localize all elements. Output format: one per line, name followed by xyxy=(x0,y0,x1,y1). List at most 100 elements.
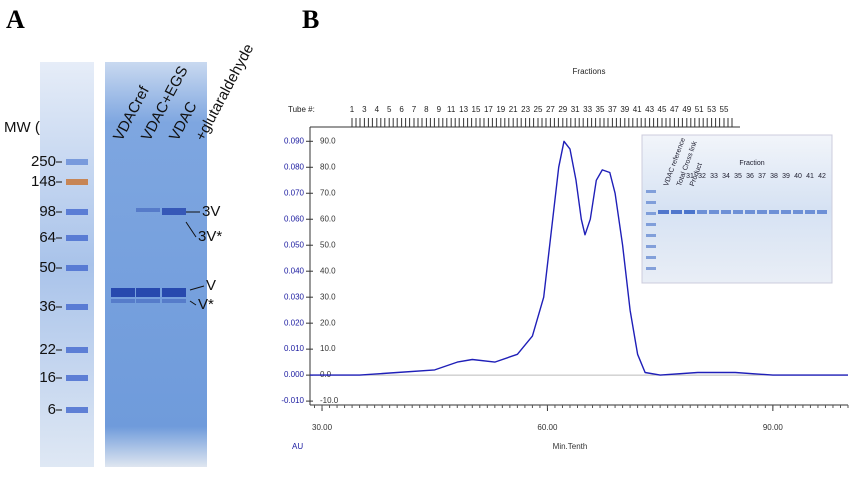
y-tick-label: 0.080 xyxy=(284,162,305,171)
band-v xyxy=(111,288,135,297)
band-pointer xyxy=(185,221,197,238)
inset-band xyxy=(793,210,803,214)
inset-fraction: 36 xyxy=(746,173,754,180)
inset-marker xyxy=(646,256,656,259)
panel-label: B xyxy=(302,5,319,34)
tube-label: 17 xyxy=(484,105,493,114)
y2-tick-label: 60.0 xyxy=(320,214,336,223)
ladder-band xyxy=(66,235,88,241)
ladder-band xyxy=(66,209,88,215)
inset-fraction: 39 xyxy=(782,173,790,180)
inset-marker xyxy=(646,245,656,248)
band-label: 3V xyxy=(202,203,220,220)
inset-band xyxy=(709,210,719,214)
y2-tick-label: 90.0 xyxy=(320,136,336,145)
band-vstar xyxy=(136,299,160,303)
band-pointer xyxy=(189,285,205,291)
marker-label: 148 xyxy=(31,173,56,190)
y2-tick-label: 40.0 xyxy=(320,266,336,275)
y-tick-label: 0.020 xyxy=(284,318,305,327)
tube-label: 35 xyxy=(596,105,605,114)
tube-label: 23 xyxy=(521,105,530,114)
inset-band xyxy=(671,210,682,214)
y2-tick-label: -10.0 xyxy=(320,396,339,405)
tube-label: 9 xyxy=(437,105,442,114)
band-vstar xyxy=(111,299,135,303)
band-v xyxy=(136,288,160,297)
y-tick-label: -0.010 xyxy=(281,396,304,405)
y-tick-label: 0.090 xyxy=(284,136,305,145)
inset-fraction: 40 xyxy=(794,173,802,180)
inset-band xyxy=(697,210,707,214)
inset-gel xyxy=(641,134,833,284)
inset-band xyxy=(658,210,669,214)
tube-label: 13 xyxy=(459,105,468,114)
tube-label: 6 xyxy=(399,105,404,114)
tube-label: 19 xyxy=(496,105,505,114)
ladder-gel xyxy=(40,62,94,467)
marker-label: 6 xyxy=(48,401,56,418)
x-tick-label: 60.00 xyxy=(537,423,558,432)
y-tick-label: 0.070 xyxy=(284,188,305,197)
band-label: V* xyxy=(198,296,214,313)
y2-tick-label: 20.0 xyxy=(320,318,336,327)
marker-label: 16 xyxy=(39,369,56,386)
inset-title: Fraction xyxy=(739,160,764,167)
ladder-band xyxy=(66,347,88,353)
inset-marker xyxy=(646,223,656,226)
band-label: V xyxy=(206,277,216,294)
inset-band xyxy=(769,210,779,214)
tube-label: 51 xyxy=(695,105,704,114)
tube-label: 21 xyxy=(509,105,518,114)
ladder-band xyxy=(66,375,88,381)
band-v xyxy=(162,288,186,297)
x-axis-label: Min.Tenth xyxy=(553,442,588,451)
tube-label: 11 xyxy=(447,105,456,114)
tube-label: 41 xyxy=(633,105,642,114)
ladder-band xyxy=(66,179,88,185)
inset-fraction: 41 xyxy=(806,173,814,180)
y2-tick-label: 30.0 xyxy=(320,292,336,301)
ladder-band xyxy=(66,159,88,165)
tube-label: 29 xyxy=(558,105,567,114)
inset-marker xyxy=(646,201,656,204)
y2-tick-label: 50.0 xyxy=(320,240,336,249)
inset-band xyxy=(733,210,743,214)
marker-label: 250 xyxy=(31,153,56,170)
tube-label: 45 xyxy=(658,105,667,114)
band-3v xyxy=(162,208,186,215)
gel xyxy=(105,62,207,467)
y-tick-label: 0.050 xyxy=(284,240,305,249)
tube-label: 27 xyxy=(546,105,555,114)
tube-label: 1 xyxy=(350,105,355,114)
inset-band xyxy=(745,210,755,214)
tube-label: 5 xyxy=(387,105,392,114)
marker-label: 36 xyxy=(39,298,56,315)
inset-fraction: 34 xyxy=(722,173,730,180)
inset-fraction: 42 xyxy=(818,173,826,180)
tube-label: 39 xyxy=(620,105,629,114)
chromatogram-line xyxy=(310,140,848,376)
y2-tick-label: 10.0 xyxy=(320,344,336,353)
tube-label: 53 xyxy=(707,105,716,114)
inset-marker xyxy=(646,212,656,215)
ladder-band xyxy=(66,265,88,271)
inset-fraction: 38 xyxy=(770,173,778,180)
tube-label: 31 xyxy=(571,105,580,114)
tube-label: 33 xyxy=(583,105,592,114)
marker-label: 50 xyxy=(39,259,56,276)
marker-label: 64 xyxy=(39,229,56,246)
tube-label: 15 xyxy=(472,105,481,114)
band-3v xyxy=(136,208,160,212)
y-axis-label: AU xyxy=(292,442,303,451)
ladder-band xyxy=(66,304,88,310)
inset-fraction: 33 xyxy=(710,173,718,180)
tube-label: 25 xyxy=(534,105,543,114)
y2-tick-label: 80.0 xyxy=(320,162,336,171)
tube-label: 3 xyxy=(362,105,367,114)
inset-band xyxy=(817,210,827,214)
marker-label: 98 xyxy=(39,203,56,220)
inset-band xyxy=(685,210,695,214)
x-tick-label: 90.00 xyxy=(763,423,784,432)
y2-tick-label: 70.0 xyxy=(320,188,336,197)
